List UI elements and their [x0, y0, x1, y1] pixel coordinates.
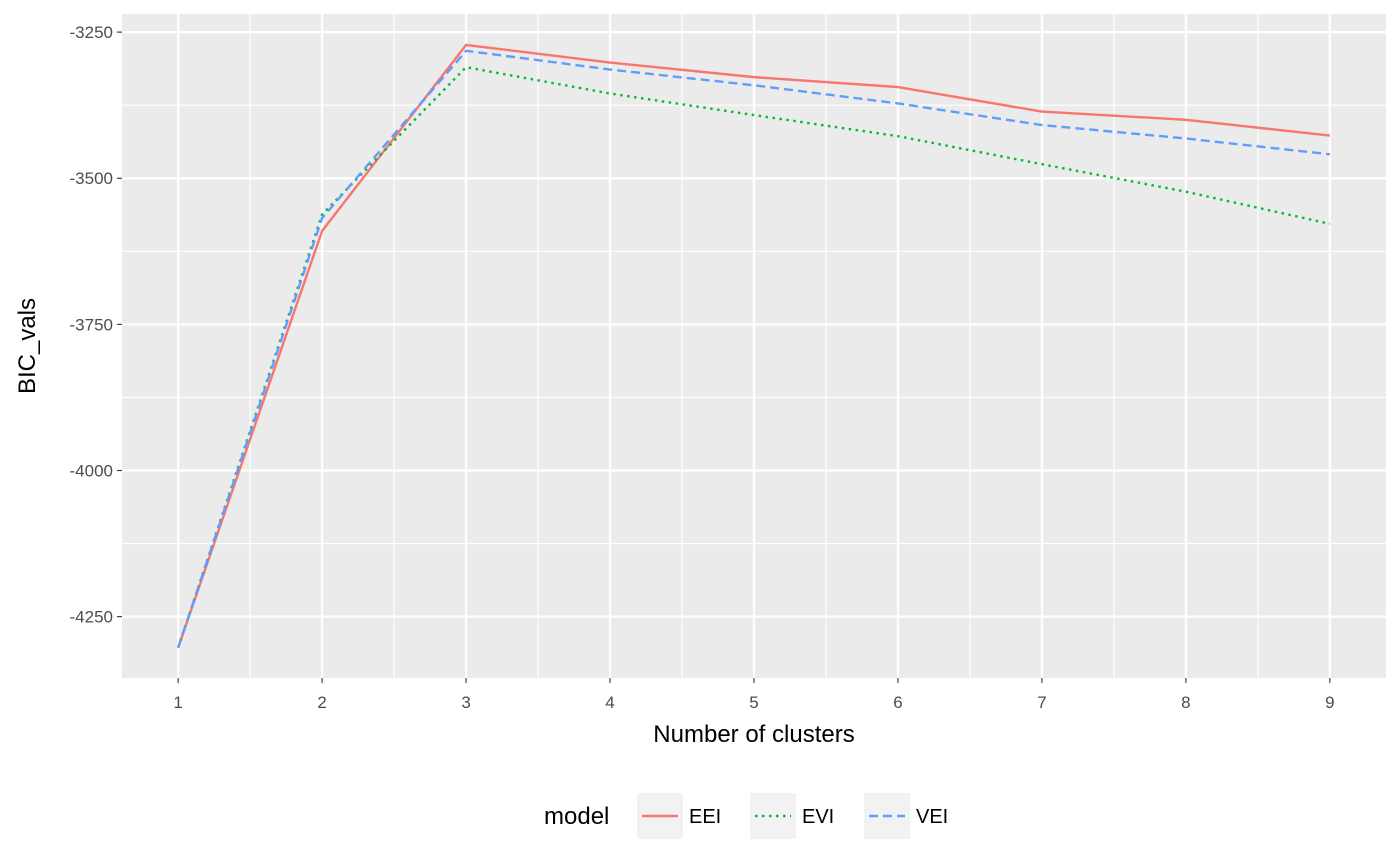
series-line-evi: [177, 65, 1331, 648]
x-tick-label: 3: [461, 693, 470, 712]
x-tick-label: 4: [605, 693, 614, 712]
x-tick-label: 7: [1037, 693, 1046, 712]
x-axis-title: Number of clusters: [653, 721, 854, 748]
y-axis-title: BIC_vals: [14, 298, 41, 394]
series-lines: [177, 43, 1331, 649]
series-line-eei: [177, 43, 1330, 649]
y-tick-label: -4250: [70, 608, 113, 627]
x-tick-label: 1: [173, 693, 182, 712]
legend-key-evi: [750, 793, 796, 839]
y-tick-label: -3250: [70, 23, 113, 42]
legend-label-evi: EVI: [802, 806, 834, 828]
x-tick-label: 6: [893, 693, 902, 712]
major-gridlines: [122, 14, 1386, 678]
y-tick-label: -4000: [70, 462, 113, 481]
y-axis: -3250 -3500 -3750 -4000 -4250: [70, 23, 122, 627]
x-axis: 1 2 3 4 5 6 7 8 9: [173, 678, 1335, 712]
series-line-vei: [177, 49, 1330, 648]
x-tick-label: 5: [749, 693, 758, 712]
y-tick-label: -3750: [70, 315, 113, 334]
legend-label-eei: EEI: [689, 806, 721, 828]
legend-label-vei: VEI: [916, 806, 948, 828]
legend: model EEI EVI VEI: [544, 793, 948, 839]
y-tick-label: -3500: [70, 169, 113, 188]
legend-title: model: [544, 803, 609, 830]
x-tick-label: 9: [1325, 693, 1334, 712]
x-tick-label: 8: [1181, 693, 1190, 712]
x-tick-label: 2: [317, 693, 326, 712]
